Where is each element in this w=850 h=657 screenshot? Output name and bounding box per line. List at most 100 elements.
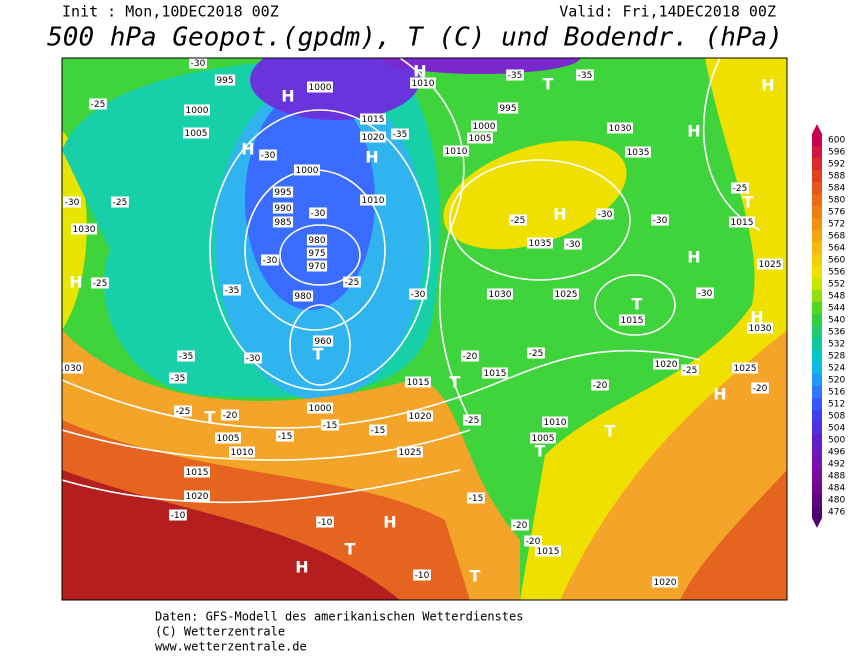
scale-swatch bbox=[812, 146, 822, 159]
scale-swatch bbox=[812, 290, 822, 303]
isoline-label: 1035 bbox=[529, 239, 552, 249]
field-darkred bbox=[62, 470, 400, 600]
scale-label: 556 bbox=[828, 268, 845, 278]
scale-label: 576 bbox=[828, 208, 845, 218]
scale-label: 484 bbox=[828, 484, 845, 494]
label-box bbox=[497, 102, 519, 114]
low-pressure-mark: T bbox=[205, 408, 216, 427]
scale-label: 520 bbox=[828, 376, 845, 386]
init-time: Init : Mon,10DEC2018 00Z bbox=[62, 3, 279, 21]
low-pressure-mark: T bbox=[605, 422, 616, 441]
scale-label: 532 bbox=[828, 340, 845, 350]
label-box bbox=[527, 347, 545, 359]
label-box bbox=[189, 58, 207, 69]
isoline-label: -30 bbox=[191, 59, 206, 69]
isoline-label: 1015 bbox=[186, 468, 209, 478]
label-box bbox=[651, 214, 669, 226]
label-box bbox=[524, 535, 542, 547]
scale-swatch bbox=[812, 278, 822, 291]
scale-swatch bbox=[812, 386, 822, 399]
label-box bbox=[294, 164, 320, 176]
label-box bbox=[307, 402, 333, 414]
isoline-label: 1030 bbox=[489, 290, 512, 300]
color-scale: 600 596 592 588 584 580 576 572 568 564 560 556 552 5… bbox=[812, 124, 845, 528]
label-box bbox=[312, 335, 334, 347]
isoline-label: 1005 bbox=[469, 134, 492, 144]
isoline-label: -10 bbox=[318, 518, 333, 528]
isoline-label: 1015 bbox=[731, 218, 754, 228]
isoline-label: 1020 bbox=[186, 492, 209, 502]
label-box bbox=[360, 113, 386, 125]
scale-label: 492 bbox=[828, 460, 845, 470]
scale-swatch bbox=[812, 170, 822, 183]
map-labels: HHH HHHHHHHHHHTTTTTTTTTT99510001000100510… bbox=[62, 58, 783, 588]
high-pressure-mark: H bbox=[383, 513, 396, 532]
isoline-label: 1005 bbox=[532, 434, 555, 444]
label-box bbox=[183, 127, 209, 139]
isoline-label: 1005 bbox=[185, 129, 208, 139]
isoline-label: 1030 bbox=[73, 225, 96, 235]
label-box bbox=[625, 146, 651, 158]
label-box bbox=[757, 258, 783, 270]
footer-line: www.wetterzentrale.de bbox=[155, 640, 307, 654]
label-box bbox=[467, 132, 493, 144]
isoline-label: -30 bbox=[411, 290, 426, 300]
label-box bbox=[487, 288, 513, 300]
scale-label: 548 bbox=[828, 292, 845, 302]
low-pressure-mark: T bbox=[543, 75, 554, 94]
label-box bbox=[653, 358, 679, 370]
label-box bbox=[272, 186, 294, 198]
scale-swatch bbox=[812, 494, 822, 507]
isoline-label: -20 bbox=[526, 537, 541, 547]
scale-swatch bbox=[812, 134, 822, 147]
high-pressure-mark: H bbox=[687, 248, 700, 267]
high-pressure-mark: H bbox=[761, 76, 774, 95]
isoline-label: -30 bbox=[698, 289, 713, 299]
low-pressure-mark: T bbox=[450, 373, 461, 392]
label-box bbox=[596, 208, 614, 220]
scale-swatch bbox=[812, 338, 822, 351]
label-box bbox=[272, 202, 294, 214]
low-pressure-mark: T bbox=[470, 567, 481, 586]
label-box bbox=[747, 322, 773, 334]
isoline-label: 995 bbox=[499, 104, 516, 114]
label-box bbox=[729, 216, 755, 228]
scale-swatch bbox=[812, 254, 822, 267]
isoline-label: 980 bbox=[308, 236, 325, 246]
scale-label: 544 bbox=[828, 304, 845, 314]
isoline-label: 1000 bbox=[473, 122, 496, 132]
label-box bbox=[369, 424, 387, 436]
label-box bbox=[410, 77, 436, 89]
high-pressure-mark: H bbox=[413, 62, 426, 81]
label-box bbox=[292, 290, 314, 302]
high-pressure-mark: H bbox=[365, 148, 378, 167]
isoline-label: 960 bbox=[314, 337, 331, 347]
isoline-label: -25 bbox=[91, 100, 106, 110]
label-box bbox=[506, 69, 524, 81]
label-box bbox=[619, 314, 645, 326]
valid-time: Valid: Fri,14DEC2018 00Z bbox=[559, 3, 776, 21]
scale-label: 560 bbox=[828, 256, 845, 266]
high-pressure-mark: H bbox=[553, 205, 566, 224]
label-box bbox=[564, 238, 582, 250]
isoline-label: -25 bbox=[683, 366, 698, 376]
label-box bbox=[184, 490, 210, 502]
high-pressure-mark: H bbox=[713, 385, 726, 404]
scale-label: 480 bbox=[828, 496, 845, 506]
scale-label: 596 bbox=[828, 148, 845, 158]
scale-swatch bbox=[812, 206, 822, 219]
label-box bbox=[535, 545, 561, 557]
label-box bbox=[413, 569, 431, 581]
field-purple bbox=[380, 58, 580, 74]
field-yellow bbox=[443, 140, 627, 250]
scale-label: 536 bbox=[828, 328, 845, 338]
isoline-label: 1010 bbox=[412, 79, 435, 89]
label-box bbox=[343, 276, 361, 288]
isoline-label: 1030 bbox=[749, 324, 772, 334]
isoline-label: -15 bbox=[371, 426, 386, 436]
isoline-label: 1020 bbox=[655, 360, 678, 370]
isoline-label: 1000 bbox=[309, 404, 332, 414]
isoline-label: 995 bbox=[216, 76, 233, 86]
isoline-label: 1015 bbox=[484, 369, 507, 379]
label-box bbox=[407, 410, 433, 422]
